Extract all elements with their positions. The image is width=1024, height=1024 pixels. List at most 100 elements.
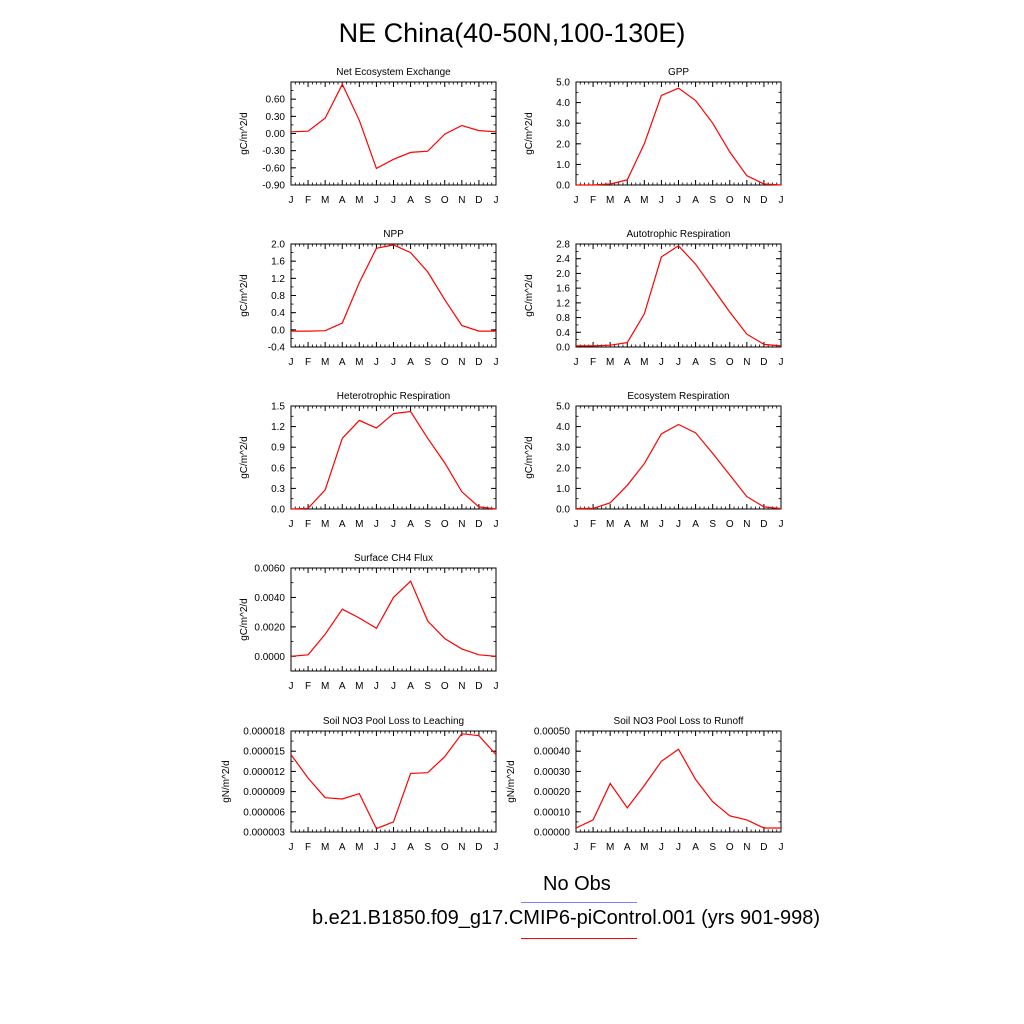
panel-title: Surface CH4 Flux <box>354 553 433 564</box>
x-tick-label: J <box>574 519 579 530</box>
x-tick-label: O <box>441 681 449 692</box>
x-tick-label: N <box>743 357 750 368</box>
x-tick-label: A <box>339 681 346 692</box>
y-tick-label: 5.0 <box>556 78 570 89</box>
legend-obs-line <box>521 902 637 903</box>
y-axis-label: gC/m^2/d <box>239 112 250 155</box>
x-tick-label: J <box>391 519 396 530</box>
x-tick-label: J <box>391 195 396 206</box>
x-tick-label: M <box>640 842 648 853</box>
x-tick-label: D <box>760 519 767 530</box>
y-tick-label: 1.2 <box>271 422 285 433</box>
y-tick-label: 1.2 <box>556 298 570 309</box>
x-tick-label: A <box>407 195 414 206</box>
x-tick-label: J <box>779 842 784 853</box>
x-tick-label: M <box>355 842 363 853</box>
x-tick-label: J <box>374 681 379 692</box>
x-tick-label: N <box>458 357 465 368</box>
y-tick-label: 0.00000 <box>534 828 571 839</box>
y-tick-label: 0.4 <box>556 328 570 339</box>
plot-frame <box>290 243 497 348</box>
x-tick-label: D <box>760 842 767 853</box>
y-tick-label: 0.60 <box>266 95 286 106</box>
x-tick-label: M <box>355 357 363 368</box>
y-tick-label: 0.00 <box>266 129 286 140</box>
x-tick-label: J <box>289 195 294 206</box>
y-tick-label: 0.0 <box>556 343 570 354</box>
y-tick-label: 0.0 <box>271 325 285 336</box>
x-tick-label: J <box>659 519 664 530</box>
y-axis-label: gN/m^2/d <box>221 760 232 803</box>
y-tick-label: -0.4 <box>268 343 286 354</box>
y-tick-label: 0.00020 <box>534 787 571 798</box>
y-tick-label: 0.000015 <box>243 747 285 758</box>
x-tick-label: A <box>692 519 699 530</box>
y-tick-label: 1.2 <box>271 274 285 285</box>
x-tick-label: J <box>574 357 579 368</box>
x-tick-label: J <box>391 681 396 692</box>
x-tick-label: S <box>709 519 716 530</box>
y-axis-label: gC/m^2/d <box>239 598 250 641</box>
x-tick-label: F <box>305 842 311 853</box>
x-tick-label: J <box>494 519 499 530</box>
x-tick-label: J <box>779 195 784 206</box>
x-tick-label: M <box>321 195 329 206</box>
x-tick-label: J <box>659 195 664 206</box>
y-axis-label: gC/m^2/d <box>524 112 535 155</box>
x-tick-label: D <box>760 357 767 368</box>
x-tick-label: J <box>574 195 579 206</box>
x-tick-label: O <box>726 519 734 530</box>
y-tick-label: 2.4 <box>556 254 570 265</box>
x-tick-label: O <box>726 357 734 368</box>
x-tick-label: S <box>424 842 431 853</box>
y-tick-label: 0.00030 <box>534 767 571 778</box>
y-tick-label: 0.000006 <box>243 807 285 818</box>
y-tick-label: 4.0 <box>556 98 570 109</box>
y-tick-label: 0.30 <box>266 112 286 123</box>
y-tick-label: 0.0000 <box>254 652 285 663</box>
x-tick-label: J <box>374 842 379 853</box>
x-tick-label: J <box>289 842 294 853</box>
x-tick-label: J <box>374 195 379 206</box>
x-tick-label: J <box>374 357 379 368</box>
x-tick-label: J <box>659 842 664 853</box>
x-tick-label: A <box>339 519 346 530</box>
y-tick-label: 1.0 <box>556 160 570 171</box>
y-tick-label: 0.0 <box>556 181 570 192</box>
x-tick-label: F <box>305 357 311 368</box>
x-tick-label: D <box>760 195 767 206</box>
y-tick-label: 0.0060 <box>254 564 285 575</box>
y-tick-label: 2.0 <box>556 139 570 150</box>
x-tick-label: A <box>692 842 699 853</box>
y-tick-label: 0.00040 <box>534 747 571 758</box>
series-line <box>290 580 497 657</box>
x-tick-label: N <box>458 681 465 692</box>
series-line <box>291 244 496 332</box>
x-tick-label: N <box>743 519 750 530</box>
y-tick-label: 0.0 <box>556 505 570 516</box>
y-tick-label: 2.0 <box>556 269 570 280</box>
page-title: NE China(40-50N,100-130E) <box>338 18 686 48</box>
x-tick-label: S <box>424 195 431 206</box>
x-tick-label: N <box>458 519 465 530</box>
x-tick-label: J <box>289 519 294 530</box>
x-tick-label: F <box>305 519 311 530</box>
x-tick-label: O <box>726 195 734 206</box>
x-tick-label: J <box>289 357 294 368</box>
x-tick-label: A <box>407 357 414 368</box>
x-tick-label: A <box>624 519 631 530</box>
x-tick-label: F <box>305 681 311 692</box>
y-axis-label: gC/m^2/d <box>524 436 535 479</box>
x-tick-label: J <box>391 842 396 853</box>
x-tick-label: A <box>339 842 346 853</box>
plot-frame <box>575 81 782 186</box>
x-tick-label: M <box>355 195 363 206</box>
x-tick-label: O <box>441 357 449 368</box>
series-line <box>576 87 782 186</box>
plot-frame <box>575 405 782 510</box>
x-tick-label: J <box>779 519 784 530</box>
x-tick-label: N <box>458 195 465 206</box>
legend-model-label: b.e21.B1850.f09_g17.CMIP6-piControl.001 … <box>312 907 821 929</box>
